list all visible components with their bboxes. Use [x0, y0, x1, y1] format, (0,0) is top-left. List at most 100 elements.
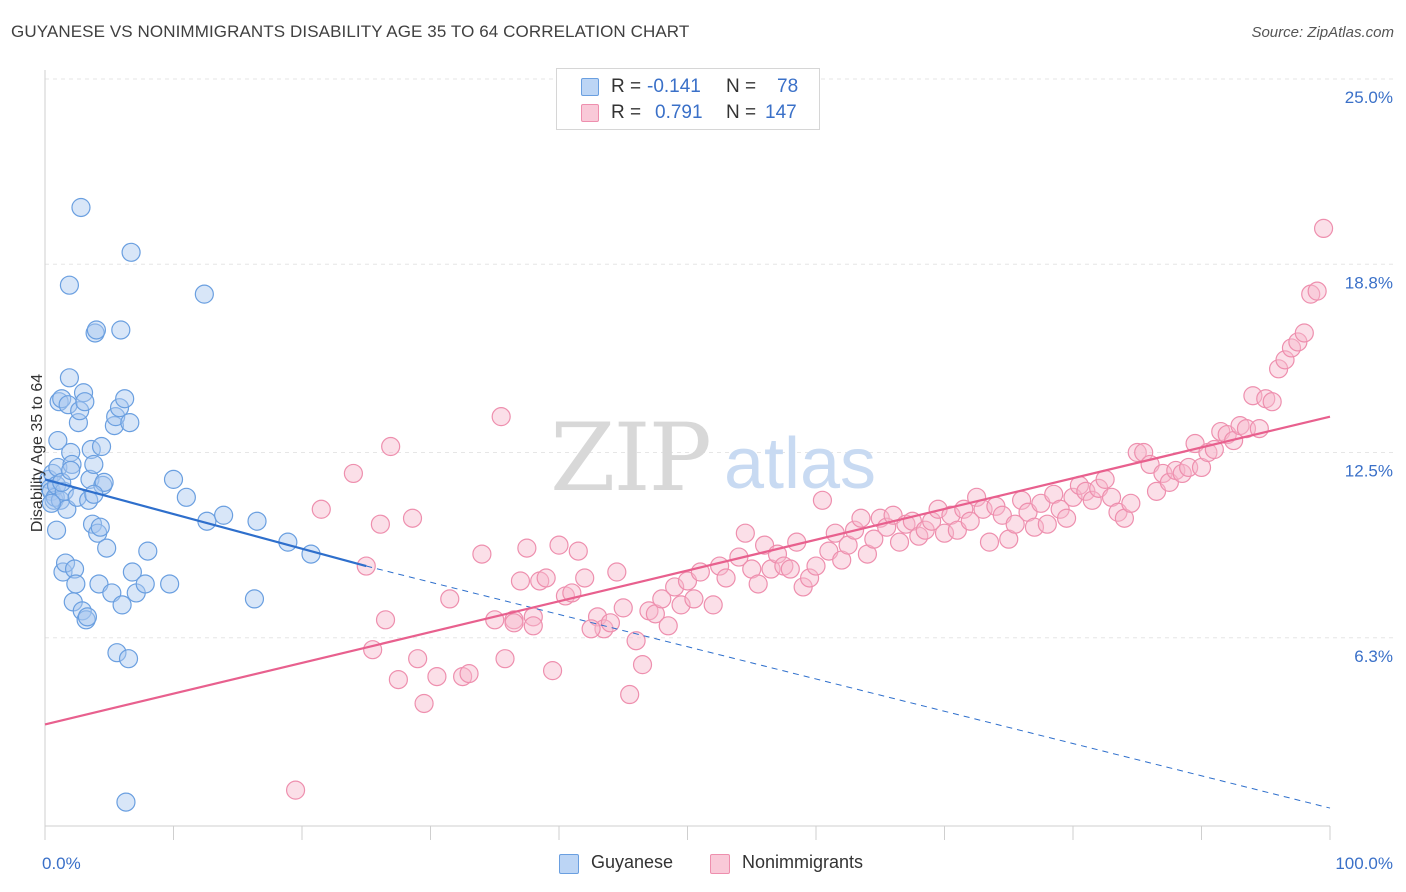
guyanese-point: [214, 505, 234, 525]
guyanese-point: [112, 595, 132, 615]
nonimmigrants-point: [549, 535, 569, 555]
guyanese-point: [90, 517, 110, 537]
legend-n-label: N =: [726, 102, 757, 123]
chart-title: GUYANESE VS NONIMMIGRANTS DISABILITY AGE…: [11, 22, 690, 41]
nonimmigrants-point: [568, 541, 588, 561]
guyanese-point: [62, 454, 82, 475]
nonimmigrants-point: [1082, 490, 1102, 510]
guyanese-point: [48, 430, 68, 451]
guyanese-point: [109, 398, 130, 418]
nonimmigrants-point: [388, 669, 408, 690]
guyanese-point: [71, 197, 91, 218]
nonimmigrants-point: [285, 780, 306, 800]
nonimmigrants-point: [581, 619, 601, 639]
legend-label-nonimmigrants: Nonimmigrants: [742, 852, 864, 872]
guyanese-point: [176, 487, 196, 507]
guyanese-point: [64, 559, 85, 579]
nonimmigrants-point: [381, 436, 401, 457]
guyanese-point: [41, 493, 62, 513]
nonimmigrants-point: [1127, 442, 1147, 463]
guyanese-point: [118, 649, 139, 669]
nonimmigrants-point: [1262, 392, 1282, 412]
y-tick-label: 25.0%: [1345, 88, 1393, 107]
guyanese-point: [58, 395, 78, 415]
guyanese-point: [97, 538, 117, 558]
nonimmigrants-point: [889, 532, 910, 552]
nonimmigrants-point: [1121, 493, 1141, 513]
nonimmigrants-point: [1056, 508, 1077, 528]
watermark: ZIP atlas: [550, 404, 876, 513]
correlation-legend: R = -0.141 N = 78 R = 0.791 N = 147: [556, 68, 820, 130]
nonimmigrants-point: [370, 514, 390, 534]
guyanese-point: [121, 242, 141, 262]
nonimmigrants-point: [979, 532, 1000, 552]
guyanese-point: [77, 607, 98, 627]
y-tick-label: 18.8%: [1345, 273, 1393, 292]
nonimmigrants-point: [343, 463, 363, 484]
guyanese-points: [39, 197, 321, 812]
nonimmigrants-point: [658, 616, 678, 636]
trend-lines: [44, 415, 1331, 809]
nonimmigrants-point: [600, 613, 621, 633]
legend-swatch-nonimmigrants: [581, 104, 599, 122]
guyanese-point: [247, 511, 267, 531]
axes: [44, 70, 1331, 840]
guyanese-point: [163, 469, 184, 489]
guyanese-point: [59, 368, 80, 388]
nonimmigrants-point: [960, 511, 980, 531]
watermark-zip: ZIP: [550, 404, 710, 513]
nonimmigrants-point: [748, 574, 768, 594]
nonimmigrants-point: [542, 661, 563, 681]
nonimmigrants-point: [632, 655, 653, 675]
nonimmigrants-point: [375, 610, 396, 630]
nonimmigrants-point: [517, 538, 537, 558]
nonimmigrants-point: [864, 529, 884, 549]
legend-r-value: -0.141: [647, 76, 701, 97]
guyanese-point: [160, 574, 180, 594]
legend-r-label: R =: [611, 102, 642, 123]
guyanese-trend-line: [44, 478, 367, 568]
nonimmigrants-point: [536, 568, 556, 588]
nonimmigrants-point: [440, 589, 460, 609]
guyanese-point: [61, 460, 81, 481]
nonimmigrants-point: [523, 616, 543, 636]
y-tick-label: 12.5%: [1345, 462, 1393, 481]
x-tick-label: 0.0%: [42, 854, 81, 873]
nonimmigrants-point: [1294, 323, 1314, 343]
legend-n-value: 147: [765, 102, 797, 123]
nonimmigrants-point: [851, 508, 871, 528]
nonimmigrants-point: [491, 407, 511, 427]
nonimmigrants-point: [402, 508, 423, 528]
guyanese-point: [116, 792, 136, 812]
watermark-atlas: atlas: [724, 424, 876, 504]
legend-n-label: N =: [726, 76, 757, 97]
nonimmigrants-trend-line: [44, 415, 1331, 726]
y-tick-label: 6.3%: [1354, 647, 1393, 666]
nonimmigrants-point: [812, 490, 833, 510]
legend-swatch-guyanese: [559, 854, 579, 874]
source-label: Source: ZipAtlas.com: [1251, 24, 1394, 41]
guyanese-point: [135, 574, 155, 594]
nonimmigrants-point: [485, 610, 505, 630]
guyanese-point: [66, 574, 86, 594]
nonimmigrants-point: [806, 556, 826, 576]
guyanese-point: [84, 454, 104, 475]
nonimmigrants-point: [427, 666, 447, 687]
nonimmigrants-point: [799, 568, 820, 588]
guyanese-point: [82, 514, 103, 534]
nonimmigrants-point: [459, 664, 479, 684]
nonimmigrants-point: [504, 613, 524, 633]
nonimmigrants-point: [1037, 514, 1057, 534]
nonimmigrants-point: [780, 559, 800, 579]
nonimmigrants-point: [1005, 514, 1025, 534]
nonimmigrants-point: [311, 499, 331, 519]
nonimmigrants-point: [620, 684, 640, 705]
nonimmigrants-points: [285, 218, 1334, 800]
nonimmigrants-point: [735, 523, 755, 543]
nonimmigrants-point: [607, 562, 627, 582]
y-axis-label: Disability Age 35 to 64: [29, 373, 46, 533]
guyanese-point: [194, 284, 214, 304]
tick-labels: 6.3% 12.5% 18.8% 25.0% 0.0% 100.0%: [42, 88, 1393, 873]
legend-n-value: 78: [777, 76, 799, 97]
